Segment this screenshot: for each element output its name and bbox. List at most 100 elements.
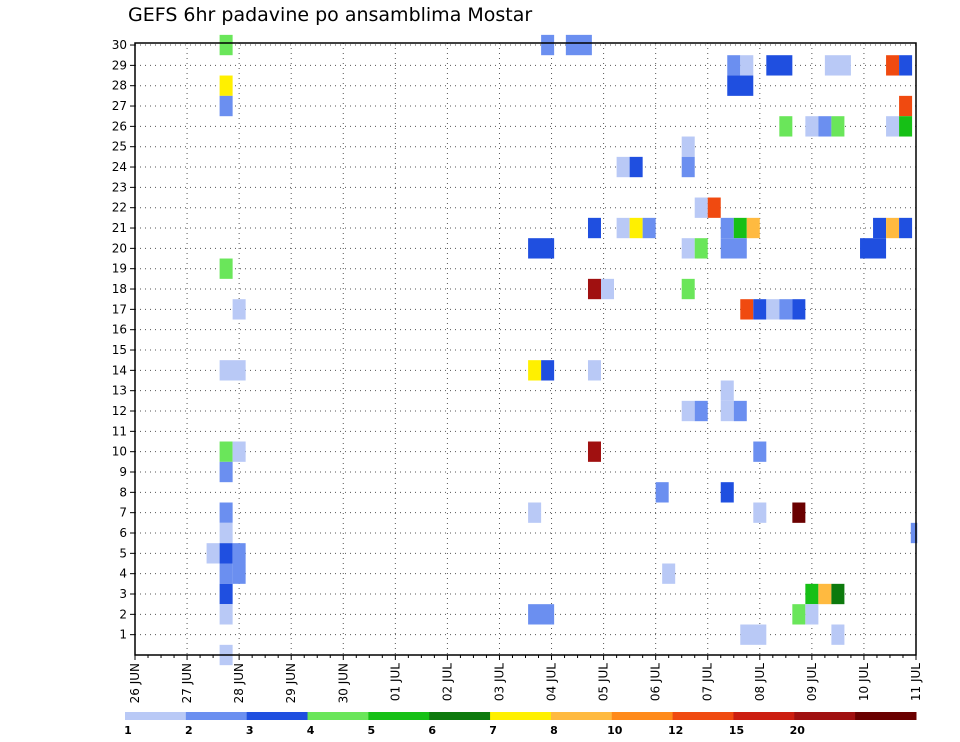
data-cell [733,217,747,239]
data-cell [818,583,832,605]
legend-swatch [855,712,917,720]
x-tick-label: 05 JUL [597,663,611,701]
y-tick-label: 13 [112,384,127,398]
y-tick-label: 21 [112,221,127,235]
data-cell [753,299,767,320]
legend-swatch [246,712,309,720]
data-cell [740,55,754,76]
data-cell [616,217,630,239]
legend-swatch [368,712,430,720]
data-cell [899,95,913,117]
data-cell [232,299,246,320]
x-tick-label: 27 JUN [180,663,194,703]
data-cell [805,116,819,137]
y-tick-label: 26 [112,119,127,133]
legend-swatch [672,712,734,720]
data-cell [831,116,845,137]
y-tick-label: 1 [119,628,127,642]
data-cell [886,55,900,76]
y-tick-label: 23 [112,180,127,194]
legend-swatch [733,712,795,720]
data-cell [720,238,747,259]
data-cell [694,238,708,259]
legend-label: 10 [607,724,623,737]
legend-label: 12 [668,724,683,737]
data-cell [886,116,900,137]
data-cell [681,278,695,300]
legend-swatch [490,712,552,720]
data-cell [899,55,913,76]
x-tick-label: 11 JUL [909,663,923,701]
data-cell [232,441,246,462]
data-cell [219,461,233,483]
y-tick-label: 5 [119,546,127,560]
data-cell [681,136,695,157]
data-cell [824,55,851,76]
x-tick-label: 08 JUL [753,663,767,701]
data-cell [792,502,806,523]
data-cell [681,400,695,422]
y-tick-label: 18 [112,282,127,296]
data-cell [616,156,630,178]
legend-swatch [611,712,674,720]
x-tick-label: 10 JUL [857,663,871,701]
data-cell [910,522,918,544]
y-tick-label: 28 [112,79,127,93]
x-tick-label: 28 JUN [232,663,246,703]
data-cell [860,238,887,259]
y-tick-label: 2 [119,607,127,621]
data-cell [831,624,845,645]
data-cell [662,563,676,584]
data-cell [565,34,592,56]
data-cell [727,55,741,76]
data-cell [694,400,708,422]
data-cell [779,116,793,137]
y-tick-label: 19 [112,262,127,276]
data-cell [873,217,887,239]
data-cell [206,543,220,564]
data-cell [642,217,656,239]
legend-label: 5 [368,724,376,737]
y-tick-label: 16 [112,323,127,337]
x-tick-label: 07 JUL [701,663,715,701]
data-cell [831,583,845,605]
data-cell [587,360,601,381]
data-cell [694,197,708,218]
chart-title: GEFS 6hr padavine po ansamblima Mostar [128,4,533,26]
x-tick-label: 04 JUL [545,663,559,701]
data-cell [720,380,734,401]
data-cell [629,156,643,178]
data-cell [805,583,819,605]
data-cell [219,258,233,279]
legend-label: 3 [246,724,254,737]
data-cell [541,360,555,381]
y-tick-label: 10 [112,445,127,459]
plot-area [135,43,916,655]
legend-label: 1 [124,724,132,737]
y-tick-label: 9 [119,465,127,479]
legend-label: 6 [428,724,436,737]
y-tick-label: 3 [119,587,127,601]
x-tick-label: 06 JUL [649,663,663,701]
data-cell [541,34,555,56]
data-cell [219,583,233,605]
data-cell [733,400,747,422]
legend-label: 7 [489,724,497,737]
data-cell [720,217,734,239]
data-cell [899,116,913,137]
plot-frame [134,42,917,656]
y-tick-label: 12 [112,404,127,418]
y-tick-label: 22 [112,201,127,215]
legend-swatch [429,712,491,720]
legend-label: 15 [729,724,744,737]
data-cell [219,522,233,544]
data-cell [528,604,555,625]
x-tick-label: 02 JUL [440,663,454,701]
data-cell [528,502,542,523]
y-tick-label: 4 [119,567,127,581]
data-cell [681,238,695,259]
x-tick-label: 09 JUL [805,663,819,701]
data-cell [681,156,695,178]
